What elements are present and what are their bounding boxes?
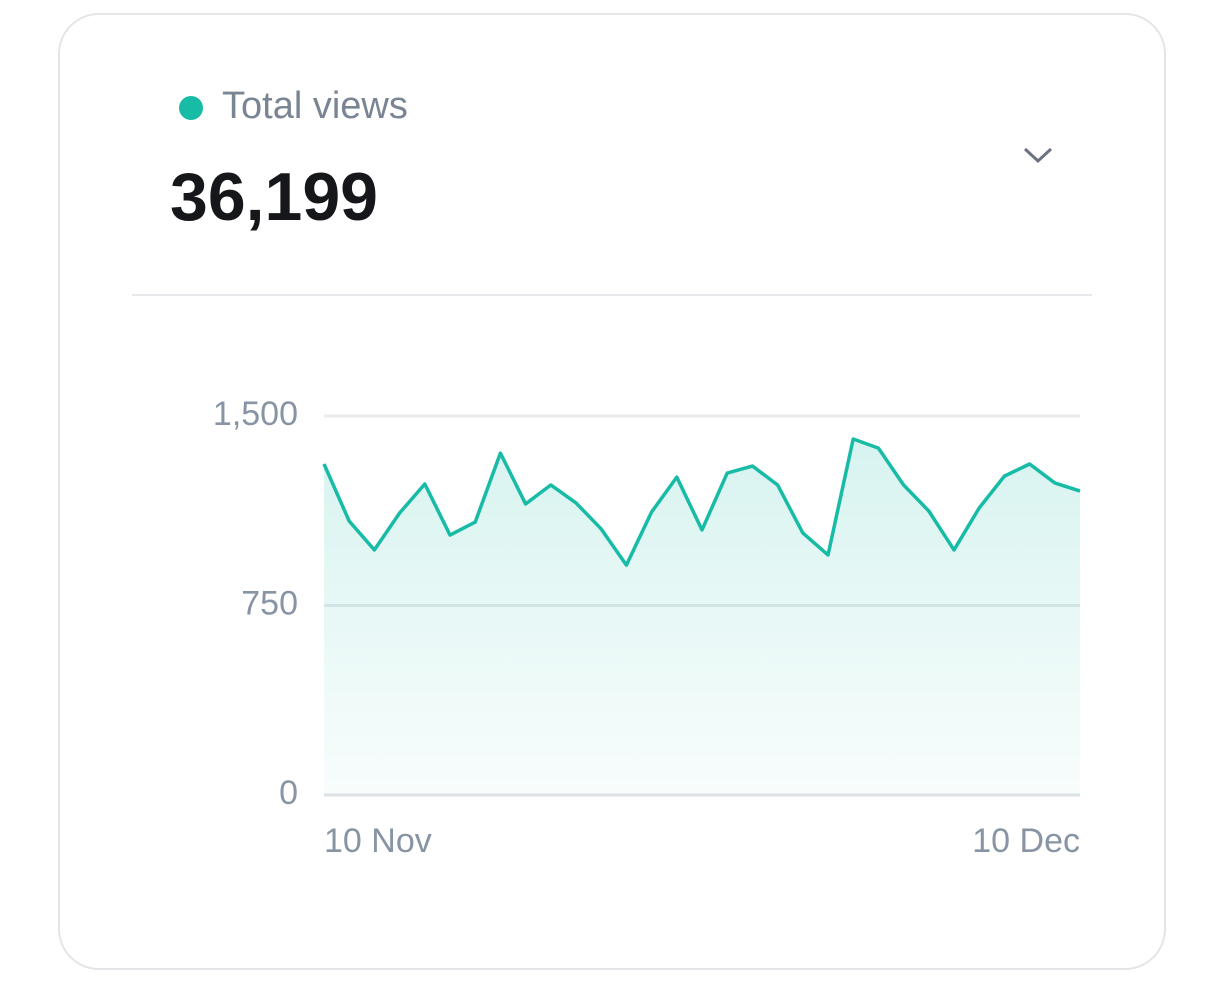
plot: 0 750 1,500 10 Nov 10 Dec	[213, 395, 1081, 860]
dropdown-chevron[interactable]	[1023, 147, 1053, 164]
legend-dot	[179, 96, 203, 120]
line	[322, 437, 1081, 567]
legend-label: Total views	[222, 85, 408, 127]
total-value: 36,199	[170, 159, 378, 235]
area-fill	[324, 438, 1080, 795]
y-tick-label: 1,500	[213, 395, 298, 433]
x-tick-label: 10 Dec	[972, 822, 1080, 860]
y-tick-label: 750	[241, 584, 298, 622]
y-tick-label: 0	[279, 774, 298, 812]
x-tick-label: 10 Nov	[324, 822, 432, 860]
